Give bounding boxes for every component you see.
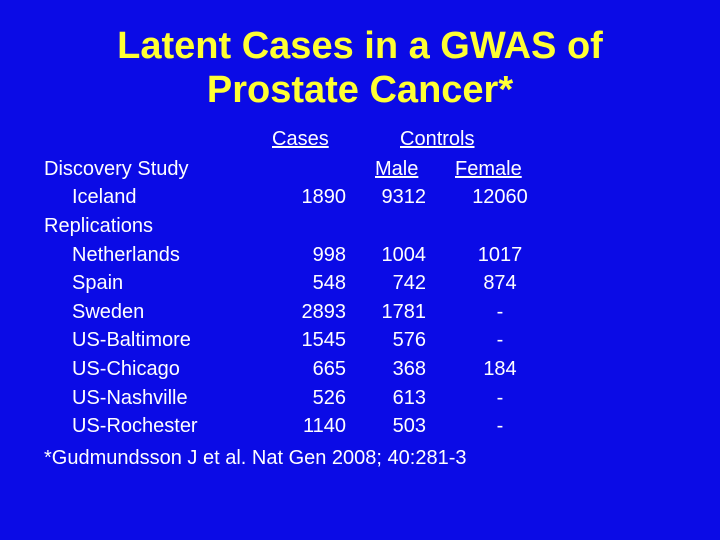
cell-male: 9312 bbox=[381, 186, 427, 208]
row-label: US-Rochester bbox=[72, 415, 198, 437]
title-line-1: Latent Cases in a GWAS of bbox=[117, 25, 603, 67]
cell-male: 1004 bbox=[381, 244, 427, 266]
row-label: Sweden bbox=[72, 301, 145, 323]
cell-male: 368 bbox=[392, 358, 426, 380]
row-label: Netherlands bbox=[72, 244, 180, 266]
cell-cases: 526 bbox=[312, 387, 346, 409]
header-controls: Controls bbox=[400, 128, 475, 150]
cell-cases: 1140 bbox=[302, 415, 346, 437]
row-label: US-Baltimore bbox=[72, 329, 191, 351]
cell-cases: 1890 bbox=[301, 186, 347, 208]
header-male: Male bbox=[375, 158, 419, 180]
cell-female: 184 bbox=[483, 358, 517, 380]
cell-male: 742 bbox=[392, 272, 426, 294]
cell-cases: 665 bbox=[312, 358, 346, 380]
footnote-citation: *Gudmundsson J et al. Nat Gen 2008; 40:2… bbox=[44, 447, 467, 469]
cell-female: 12060 bbox=[472, 186, 528, 208]
cell-female: - bbox=[496, 387, 504, 409]
title-line-2: Prostate Cancer* bbox=[206, 69, 514, 111]
cell-female: - bbox=[496, 329, 504, 351]
row-label: Spain bbox=[72, 272, 124, 294]
cell-female: 874 bbox=[483, 272, 517, 294]
cell-cases: 2893 bbox=[301, 301, 347, 323]
row-label: US-Nashville bbox=[72, 387, 188, 409]
cell-female: - bbox=[496, 301, 504, 323]
header-female: Female bbox=[455, 158, 522, 180]
cell-male: 503 bbox=[392, 415, 426, 437]
cell-cases: 998 bbox=[312, 244, 346, 266]
cell-female: - bbox=[496, 415, 504, 437]
cell-female: 1017 bbox=[477, 244, 523, 266]
section-replications: Replications bbox=[44, 215, 153, 237]
cell-cases: 548 bbox=[312, 272, 346, 294]
row-label: US-Chicago bbox=[72, 358, 180, 380]
row-label: Iceland bbox=[72, 186, 137, 208]
cell-male: 613 bbox=[392, 387, 426, 409]
cell-male: 1781 bbox=[381, 301, 427, 323]
header-cases: Cases bbox=[272, 128, 329, 150]
cell-cases: 1545 bbox=[301, 329, 347, 351]
section-discovery: Discovery Study bbox=[44, 158, 189, 180]
cell-male: 576 bbox=[392, 329, 426, 351]
